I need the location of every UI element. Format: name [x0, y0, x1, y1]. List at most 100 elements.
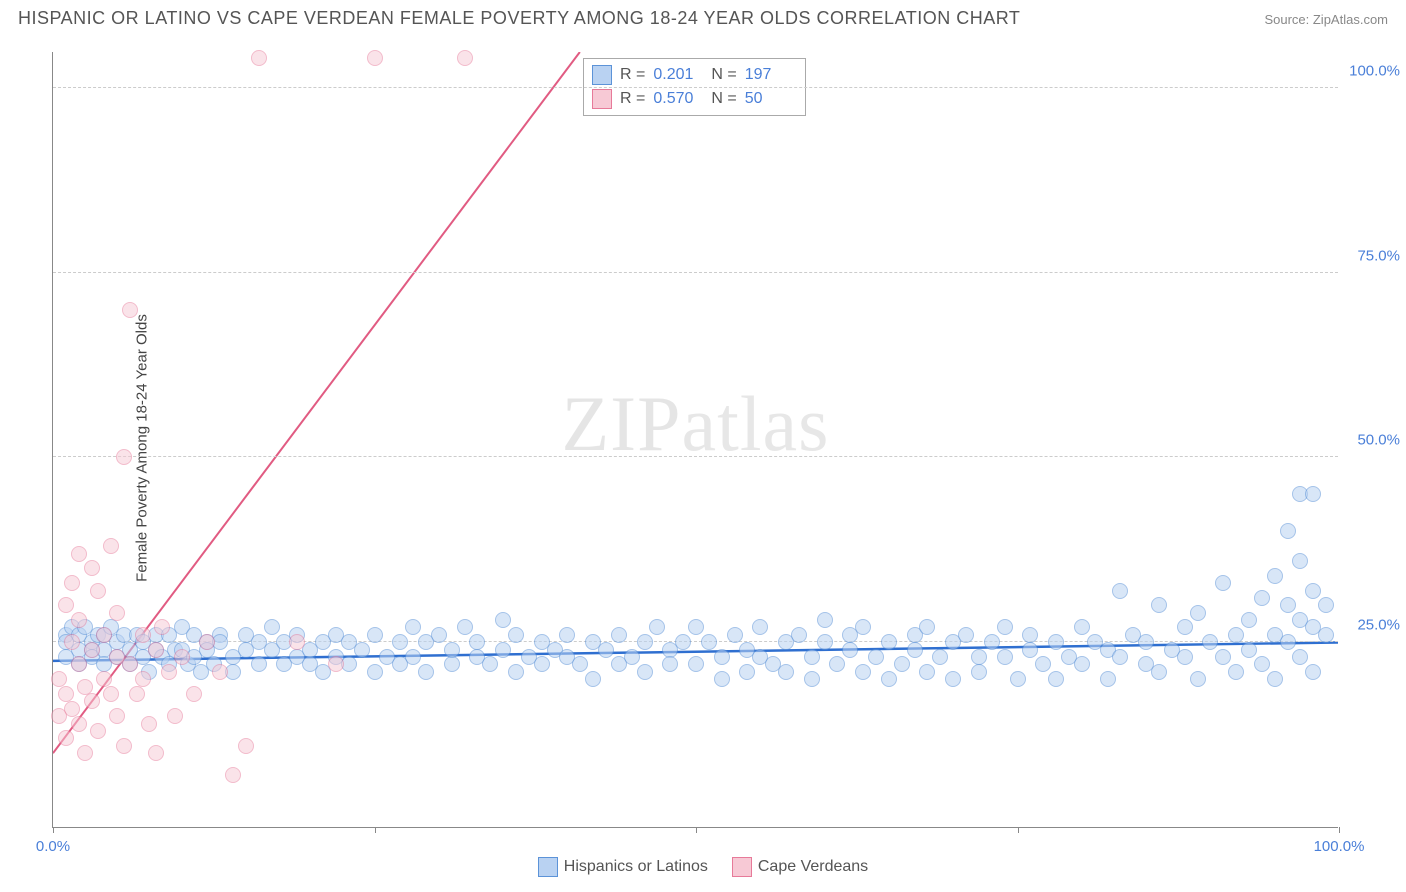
- stat-n-value: 50: [745, 87, 795, 111]
- data-point: [90, 583, 106, 599]
- data-point: [90, 723, 106, 739]
- data-point: [894, 656, 910, 672]
- data-point: [1190, 671, 1206, 687]
- data-point: [829, 656, 845, 672]
- data-point: [534, 656, 550, 672]
- data-point: [174, 649, 190, 665]
- data-point: [881, 634, 897, 650]
- legend-item: Cape Verdeans: [732, 857, 868, 877]
- data-point: [1280, 597, 1296, 613]
- data-point: [109, 708, 125, 724]
- data-point: [1022, 627, 1038, 643]
- x-tick: [375, 827, 376, 833]
- data-point: [958, 627, 974, 643]
- legend-item: Hispanics or Latinos: [538, 857, 708, 877]
- data-point: [167, 708, 183, 724]
- data-point: [817, 612, 833, 628]
- data-point: [1228, 627, 1244, 643]
- data-point: [649, 619, 665, 635]
- data-point: [367, 50, 383, 66]
- data-point: [984, 634, 1000, 650]
- data-point: [64, 634, 80, 650]
- data-point: [186, 686, 202, 702]
- data-point: [1241, 642, 1257, 658]
- data-point: [457, 619, 473, 635]
- data-point: [1177, 649, 1193, 665]
- data-point: [251, 656, 267, 672]
- gridline-h: [53, 272, 1338, 273]
- data-point: [585, 671, 601, 687]
- stats-row: R =0.570N =50: [592, 87, 795, 111]
- data-point: [289, 634, 305, 650]
- data-point: [1010, 671, 1026, 687]
- series-swatch: [592, 89, 612, 109]
- data-point: [58, 730, 74, 746]
- legend-swatch: [732, 857, 752, 877]
- data-point: [817, 634, 833, 650]
- data-point: [907, 642, 923, 658]
- gridline-h: [53, 87, 1338, 88]
- legend-label: Hispanics or Latinos: [564, 858, 708, 876]
- data-point: [84, 693, 100, 709]
- stat-r-value: 0.201: [653, 63, 703, 87]
- data-point: [1074, 619, 1090, 635]
- data-point: [71, 656, 87, 672]
- data-point: [495, 612, 511, 628]
- data-point: [1305, 664, 1321, 680]
- data-point: [714, 671, 730, 687]
- y-tick-label: 100.0%: [1349, 62, 1400, 79]
- data-point: [1048, 671, 1064, 687]
- data-point: [444, 642, 460, 658]
- data-point: [1305, 583, 1321, 599]
- data-point: [141, 716, 157, 732]
- data-point: [1202, 634, 1218, 650]
- data-point: [354, 642, 370, 658]
- data-point: [804, 671, 820, 687]
- data-point: [161, 664, 177, 680]
- data-point: [225, 767, 241, 783]
- data-point: [64, 701, 80, 717]
- data-point: [598, 642, 614, 658]
- data-point: [559, 627, 575, 643]
- data-point: [1100, 671, 1116, 687]
- data-point: [148, 745, 164, 761]
- data-point: [1241, 612, 1257, 628]
- data-point: [129, 686, 145, 702]
- data-point: [431, 627, 447, 643]
- y-tick-label: 25.0%: [1357, 617, 1400, 634]
- data-point: [1048, 634, 1064, 650]
- data-point: [122, 656, 138, 672]
- data-point: [508, 627, 524, 643]
- data-point: [1190, 605, 1206, 621]
- data-point: [611, 627, 627, 643]
- data-point: [1074, 656, 1090, 672]
- y-tick-label: 50.0%: [1357, 432, 1400, 449]
- data-point: [1138, 634, 1154, 650]
- source-attribution: Source: ZipAtlas.com: [1264, 12, 1388, 27]
- data-point: [1215, 649, 1231, 665]
- data-point: [1267, 568, 1283, 584]
- data-point: [662, 656, 678, 672]
- data-point: [1254, 656, 1270, 672]
- data-point: [688, 619, 704, 635]
- data-point: [457, 50, 473, 66]
- data-point: [945, 671, 961, 687]
- gridline-h: [53, 456, 1338, 457]
- data-point: [328, 656, 344, 672]
- data-point: [624, 649, 640, 665]
- series-swatch: [592, 65, 612, 85]
- data-point: [842, 642, 858, 658]
- data-point: [855, 619, 871, 635]
- data-point: [1177, 619, 1193, 635]
- data-point: [1215, 575, 1231, 591]
- data-point: [51, 671, 67, 687]
- data-point: [58, 597, 74, 613]
- data-point: [637, 664, 653, 680]
- x-tick: [696, 827, 697, 833]
- data-point: [727, 627, 743, 643]
- stat-n-label: N =: [711, 63, 736, 87]
- data-point: [495, 642, 511, 658]
- data-point: [1318, 597, 1334, 613]
- data-point: [238, 738, 254, 754]
- data-point: [714, 649, 730, 665]
